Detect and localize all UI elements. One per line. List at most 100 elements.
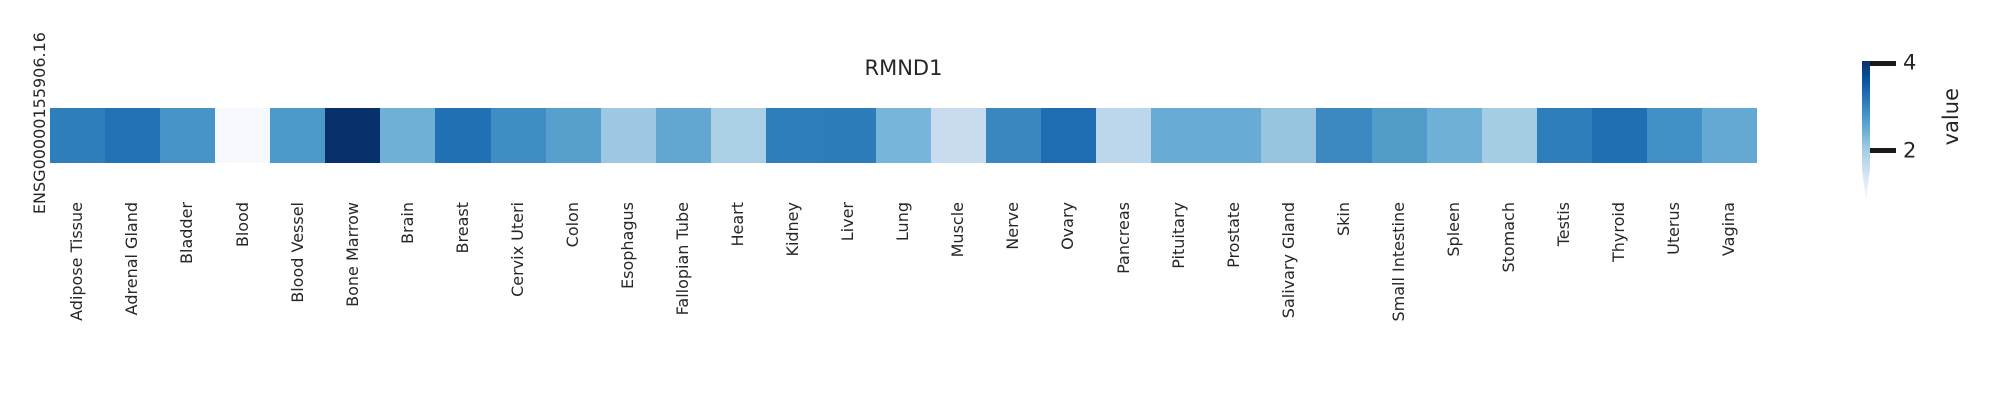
x-tick-slot: Brain (380, 202, 435, 244)
heatmap-cell-testis (1536, 108, 1592, 163)
heatmap-cell-heart (710, 108, 766, 163)
x-tick-slot: Ovary (1041, 202, 1096, 250)
x-tick-label: Stomach (1498, 202, 1518, 273)
heatmap-cell-uterus (1646, 108, 1702, 163)
x-tick-slot: Prostate (1206, 202, 1261, 268)
x-tick-slot: Spleen (1427, 202, 1482, 257)
x-axis-tick-labels: Adipose Tissue Adrenal Gland Bladder Blood B… (50, 202, 1757, 322)
heatmap-cell-small-intestine (1371, 108, 1427, 163)
x-tick-label: Bladder (177, 202, 197, 264)
x-tick-slot: Skin (1316, 202, 1371, 236)
chart-title: RMND1 (864, 56, 943, 80)
heatmap-cell-esophagus (600, 108, 656, 163)
heatmap-cell-adipose-tissue (50, 108, 106, 163)
x-tick-slot: Adipose Tissue (50, 202, 105, 321)
heatmap-cell-salivary-gland (1261, 108, 1317, 163)
colorbar-tick-label: 2 (1903, 138, 1917, 163)
x-tick-slot: Uterus (1647, 202, 1702, 255)
x-tick-label: Pituitary (1168, 202, 1188, 269)
x-tick-slot: Colon (546, 202, 601, 247)
x-tick-label: Esophagus (617, 202, 637, 289)
x-tick-label: Uterus (1664, 202, 1684, 255)
x-tick-slot: Vagina (1702, 202, 1757, 256)
x-tick-slot: Bone Marrow (325, 202, 380, 307)
x-tick-label: Prostate (1223, 202, 1243, 268)
colorbar-tick-label: 4 (1903, 50, 1917, 75)
x-tick-label: Brain (397, 202, 417, 244)
x-tick-slot: Esophagus (601, 202, 656, 289)
x-tick-label: Blood (232, 202, 252, 248)
heatmap-cell-blood-vessel (270, 108, 326, 163)
heatmap-cell-brain (380, 108, 436, 163)
heatmap-cell-pituitary (1151, 108, 1207, 163)
heatmap-cell-skin (1316, 108, 1372, 163)
x-tick-slot: Small Intestine (1372, 202, 1427, 322)
x-tick-label: Muscle (948, 202, 968, 258)
y-axis-row-label: ENSG00000155906.16 (30, 32, 49, 215)
x-tick-label: Bone Marrow (342, 202, 362, 307)
x-tick-label: Adipose Tissue (67, 202, 87, 321)
heatmap-cell-muscle (931, 108, 987, 163)
heatmap-cell-bladder (160, 108, 216, 163)
x-tick-label: Skin (1333, 202, 1353, 237)
x-tick-label: Small Intestine (1388, 202, 1408, 322)
x-tick-slot: Liver (821, 202, 876, 241)
heatmap-cell-thyroid (1591, 108, 1647, 163)
x-tick-slot: Blood Vessel (270, 202, 325, 303)
x-tick-label: Lung (893, 202, 913, 242)
x-tick-slot: Testis (1537, 202, 1592, 246)
colorbar-tick-mark (1870, 60, 1896, 66)
x-tick-slot: Heart (711, 202, 766, 247)
x-tick-label: Colon (562, 202, 582, 248)
colorbar-tick-mark (1870, 148, 1896, 154)
heatmap-cell-ovary (1041, 108, 1097, 163)
x-tick-slot: Kidney (766, 202, 821, 257)
x-tick-label: Thyroid (1609, 202, 1629, 262)
x-tick-label: Adrenal Gland (122, 202, 142, 316)
heatmap-cell-spleen (1426, 108, 1482, 163)
heatmap-cell-colon (545, 108, 601, 163)
heatmap-cell-kidney (765, 108, 821, 163)
heatmap-cell-bone-marrow (325, 108, 381, 163)
heatmap-cell-adrenal-gland (105, 108, 161, 163)
x-tick-slot: Stomach (1482, 202, 1537, 273)
heatmap-cell-fallopian-tube (655, 108, 711, 163)
heatmap-cell-nerve (986, 108, 1042, 163)
x-tick-label: Breast (452, 202, 472, 254)
x-tick-slot: Fallopian Tube (656, 202, 711, 315)
x-tick-slot: Cervix Uteri (491, 202, 546, 297)
x-tick-label: Blood Vessel (287, 202, 307, 303)
x-tick-label: Heart (728, 202, 748, 247)
heatmap-cell-prostate (1206, 108, 1262, 163)
colorbar-gradient (1862, 61, 1870, 200)
x-tick-label: Vagina (1719, 202, 1739, 257)
x-tick-slot: Pituitary (1151, 202, 1206, 269)
x-tick-slot: Thyroid (1592, 202, 1647, 262)
heatmap-cell-breast (435, 108, 491, 163)
heatmap-cell-pancreas (1096, 108, 1152, 163)
x-tick-label: Nerve (1003, 202, 1023, 250)
heatmap-cell-stomach (1481, 108, 1537, 163)
x-tick-label: Ovary (1058, 202, 1078, 250)
x-tick-slot: Lung (876, 202, 931, 241)
heatmap-cell-vagina (1701, 108, 1757, 163)
x-tick-slot: Nerve (986, 202, 1041, 250)
x-tick-label: Liver (838, 202, 858, 242)
heatmap-row (50, 108, 1757, 163)
heatmap-cell-blood (215, 108, 271, 163)
x-tick-label: Salivary Gland (1278, 202, 1298, 319)
x-tick-slot: Breast (435, 202, 490, 253)
x-tick-slot: Blood (215, 202, 270, 247)
x-tick-label: Testis (1554, 202, 1574, 247)
x-tick-slot: Bladder (160, 202, 215, 264)
x-tick-label: Fallopian Tube (673, 202, 693, 316)
x-tick-label: Pancreas (1113, 202, 1133, 274)
x-tick-slot: Pancreas (1096, 202, 1151, 274)
x-tick-label: Spleen (1443, 202, 1463, 257)
colorbar-axis-label: value (1939, 88, 1963, 146)
x-tick-slot: Salivary Gland (1261, 202, 1316, 318)
x-tick-slot: Adrenal Gland (105, 202, 160, 315)
x-tick-label: Kidney (783, 202, 803, 257)
heatmap-cell-liver (820, 108, 876, 163)
x-tick-slot: Muscle (931, 202, 986, 257)
